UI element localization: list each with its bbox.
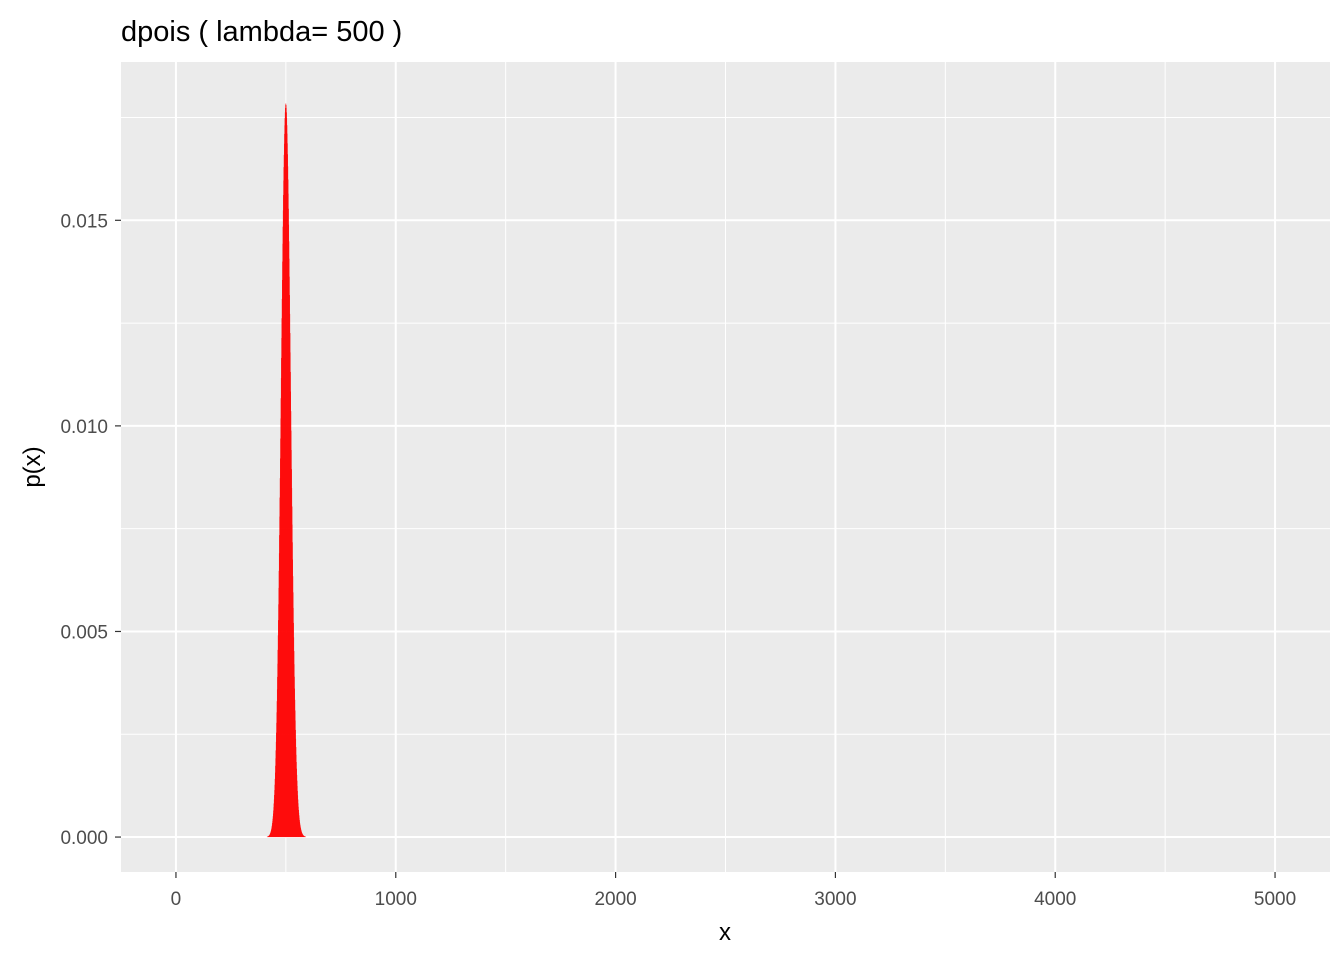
- y-tick-label: 0.010: [60, 417, 108, 438]
- x-axis-ticks: 0 1000 2000 3000 4000 5000: [171, 872, 1296, 910]
- y-axis-ticks: 0.000 0.005 0.010 0.015: [60, 211, 121, 849]
- major-gridlines: [121, 62, 1330, 872]
- x-axis-title: x: [719, 919, 731, 946]
- bars: [266, 103, 306, 838]
- y-axis-title: p(x): [19, 446, 46, 487]
- x-tick-label: 5000: [1254, 889, 1296, 910]
- y-tick-label: 0.000: [60, 828, 108, 849]
- x-tick-label: 0: [171, 889, 182, 910]
- minor-gridlines: [121, 62, 1330, 872]
- x-tick-label: 4000: [1034, 889, 1076, 910]
- y-tick-label: 0.005: [60, 622, 108, 643]
- chart-title: dpois ( lambda= 500 ): [121, 16, 402, 48]
- y-tick-label: 0.015: [60, 211, 108, 232]
- x-tick-label: 2000: [594, 889, 636, 910]
- x-tick-label: 3000: [814, 889, 856, 910]
- x-tick-label: 1000: [375, 889, 417, 910]
